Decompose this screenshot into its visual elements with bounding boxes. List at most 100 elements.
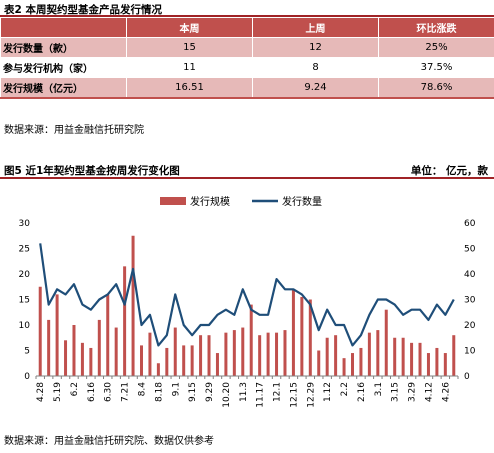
bar <box>393 337 397 376</box>
bar <box>443 353 447 376</box>
bar <box>376 330 380 376</box>
bar-series-scale <box>38 235 456 376</box>
x-tick-label: 5.19 <box>53 382 63 402</box>
bar <box>106 294 110 376</box>
header-cell-last-week: 上周 <box>252 17 379 38</box>
bar <box>190 345 194 376</box>
figure-caption: 图5 近1年契约型基金按周发行变化图 <box>4 165 180 177</box>
y-left-tick-label: 15 <box>19 296 30 306</box>
x-tick-label: 4.26 <box>441 382 451 402</box>
cell-last-week: 12 <box>252 37 379 58</box>
figure-source-note: 数据来源：用益金融信托研究院、数据仅供参考 <box>4 436 214 447</box>
bar <box>182 345 186 376</box>
bar <box>89 347 93 376</box>
header-cell-this-week: 本周 <box>126 17 253 38</box>
y-left-tick-label: 30 <box>19 219 31 229</box>
bar <box>317 350 321 376</box>
bar <box>72 325 76 376</box>
y-left-tick-label: 20 <box>19 270 31 280</box>
bar <box>232 330 236 376</box>
x-axis-ticks: 4.28 5.19 6.2 6.16 6.30 7.21 8.4 8.18 9.1 9.15 9.2… <box>35 376 459 408</box>
bar <box>384 309 388 376</box>
y-right-tick-label: 40 <box>464 270 476 280</box>
bar <box>55 294 59 376</box>
bar <box>452 335 456 376</box>
x-tick-label: 9.29 <box>205 382 215 402</box>
bar <box>97 319 101 376</box>
cell-this-week: 15 <box>126 37 253 58</box>
bar <box>131 235 135 376</box>
figure-unit-label: 单位： 亿元，款 <box>410 165 488 177</box>
row-label: 发行规模（亿元） <box>0 77 127 99</box>
bar <box>266 332 270 376</box>
bar <box>140 345 143 376</box>
header-cell-change: 环比涨跌 <box>378 17 494 38</box>
bar <box>283 330 287 376</box>
x-tick-label: 3.1 <box>374 382 384 396</box>
legend-label-count: 发行数量 <box>282 195 322 208</box>
x-tick-label: 6.16 <box>87 382 97 402</box>
table-caption-divider <box>0 15 494 17</box>
y-right-tick-label: 20 <box>464 321 476 331</box>
bar <box>334 335 338 376</box>
bar <box>148 332 152 376</box>
bar <box>410 342 414 376</box>
bar <box>275 332 279 376</box>
bar <box>165 347 169 376</box>
x-tick-label: 10.20 <box>222 382 232 408</box>
bar <box>300 296 304 376</box>
figure-caption-divider <box>0 177 494 179</box>
bar <box>325 337 329 376</box>
bar <box>249 304 253 376</box>
row-label: 发行数量（款） <box>0 37 127 58</box>
header-cell-blank <box>0 17 127 38</box>
y-axis-right: 0 10 20 30 40 50 60 <box>464 219 476 382</box>
bar <box>351 353 354 376</box>
bar <box>291 289 295 376</box>
bar <box>123 266 127 376</box>
x-tick-label: 4.12 <box>424 382 434 402</box>
table-header-row: 本周 上周 环比涨跌 <box>0 17 494 38</box>
y-axis-left: 0 5 10 15 20 25 30 <box>19 219 31 382</box>
bar <box>114 327 118 376</box>
x-tick-label: 4.28 <box>36 382 46 402</box>
table-source-note: 数据来源：用益金融信托研究院 <box>4 125 144 136</box>
x-tick-label: 9.1 <box>171 382 181 396</box>
bar <box>38 286 42 376</box>
x-tick-label: 3.29 <box>408 382 418 402</box>
bar <box>418 342 422 376</box>
cell-this-week: 11 <box>126 57 253 78</box>
bar <box>367 332 371 376</box>
x-tick-label: 1.12 <box>323 382 333 402</box>
issuance-summary-table: 本周 上周 环比涨跌 发行数量（款） 15 12 25% 参与发行机构（家） 1… <box>0 17 494 99</box>
x-tick-label: 11.3 <box>239 382 249 402</box>
table-row: 发行数量（款） 15 12 25% <box>0 37 494 58</box>
x-tick-label: 3.15 <box>391 382 401 402</box>
bar <box>80 342 84 376</box>
bar <box>241 327 245 376</box>
x-tick-label: 6.30 <box>104 382 114 402</box>
bar <box>173 327 177 376</box>
bar <box>342 358 346 376</box>
cell-change: 37.5% <box>378 57 494 78</box>
bar <box>64 340 68 376</box>
cell-change: 78.6% <box>378 77 494 99</box>
x-tick-label: 8.18 <box>154 382 164 402</box>
y-left-tick-label: 10 <box>19 321 31 331</box>
x-tick-label: 9.15 <box>188 382 198 402</box>
y-right-tick-label: 0 <box>464 372 470 382</box>
chart-legend: 发行规模 发行数量 <box>160 195 322 208</box>
bar <box>207 335 211 376</box>
x-tick-label: 12.29 <box>306 382 316 408</box>
bar <box>401 337 405 376</box>
weekly-issuance-chart: 发行规模 发行数量 0 5 10 15 20 25 30 0 10 20 30 40 50 60 4.2… <box>19 195 476 408</box>
bar <box>426 353 430 376</box>
y-right-tick-label: 30 <box>464 296 476 306</box>
bar <box>199 335 203 376</box>
bar <box>308 299 312 376</box>
table-caption: 表2 本周契约型基金产品发行情况 <box>4 4 162 16</box>
legend-label-scale: 发行规模 <box>190 195 230 208</box>
cell-last-week: 8 <box>252 57 379 78</box>
x-tick-label: 2.2 <box>340 382 350 396</box>
legend-swatch-scale <box>160 197 186 205</box>
